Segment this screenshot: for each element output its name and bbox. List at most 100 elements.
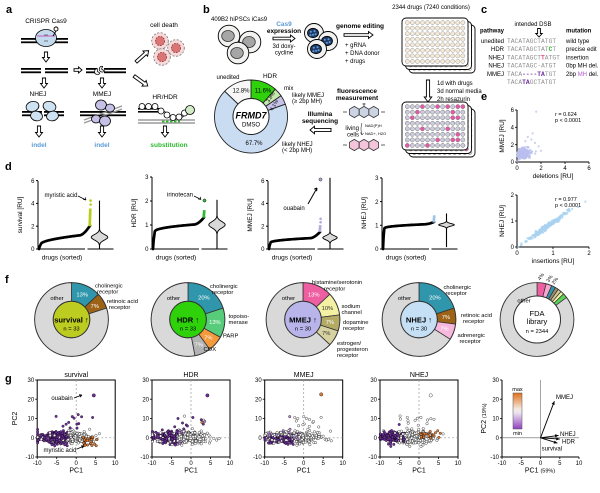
svg-text:0bp MH del.: 0bp MH del.	[566, 64, 599, 70]
svg-text:NHEJ: NHEJ	[488, 64, 504, 70]
svg-text:10: 10	[255, 417, 262, 423]
svg-text:COX: COX	[204, 347, 217, 353]
svg-text:receptor: receptor	[337, 353, 358, 359]
svg-text:likely MMEJ: likely MMEJ	[292, 93, 324, 99]
svg-text:estrogen/: estrogen/	[337, 341, 362, 347]
svg-text:0: 0	[374, 436, 378, 442]
svg-text:2: 2	[375, 200, 379, 206]
svg-text:20: 20	[28, 397, 35, 403]
svg-text:4.1%: 4.1%	[269, 99, 280, 112]
svg-text:5: 5	[322, 461, 326, 467]
svg-text:0: 0	[75, 461, 79, 467]
svg-text:precise edit: precise edit	[566, 47, 597, 53]
svg-text:7%: 7%	[326, 320, 334, 326]
svg-text:n = 33: n = 33	[180, 327, 196, 333]
svg-text:3d doxy-: 3d doxy-	[272, 44, 295, 50]
svg-text:-10: -10	[260, 461, 269, 467]
svg-text:library: library	[527, 317, 548, 326]
svg-text:20: 20	[492, 397, 499, 403]
svg-text:irinotecan: irinotecan	[167, 193, 193, 199]
svg-text:0: 0	[258, 436, 262, 442]
svg-text:2: 2	[31, 224, 35, 230]
svg-text:20%: 20%	[198, 296, 210, 302]
svg-text:sequencing: sequencing	[302, 118, 338, 125]
svg-text:0: 0	[511, 160, 515, 166]
svg-text:1: 1	[145, 223, 149, 229]
svg-text:5: 5	[209, 461, 213, 467]
svg-text:likely NHEJ: likely NHEJ	[282, 142, 313, 148]
svg-text:ouabain: ouabain	[283, 206, 304, 212]
svg-text:unedited: unedited	[481, 39, 504, 45]
svg-text:TACATAGCTATGT: TACATAGCTATGT	[507, 79, 556, 86]
svg-text:cholinergic: cholinergic	[210, 284, 238, 290]
svg-text:n = 2344: n = 2344	[526, 329, 550, 335]
svg-text:survival [RU]: survival [RU]	[17, 196, 24, 233]
svg-text:NHEJ: NHEJ	[560, 432, 576, 438]
svg-text:67.7%: 67.7%	[245, 141, 263, 147]
svg-text:7%: 7%	[91, 304, 99, 310]
svg-text:-5: -5	[519, 461, 525, 467]
svg-text:20%: 20%	[429, 296, 441, 302]
svg-text:measurement: measurement	[336, 95, 379, 102]
svg-text:5: 5	[94, 461, 98, 467]
svg-text:histamine/serotonin: histamine/serotonin	[312, 280, 362, 286]
svg-text:(≥ 2bp MH): (≥ 2bp MH)	[292, 99, 322, 105]
svg-text:min: min	[513, 431, 522, 437]
svg-text:receptor: receptor	[463, 319, 484, 325]
svg-text:13%: 13%	[308, 293, 320, 299]
svg-text:6: 6	[31, 179, 35, 185]
svg-text:-10: -10	[148, 461, 157, 467]
svg-text:HDR: HDR	[263, 73, 277, 80]
svg-text:30: 30	[28, 378, 35, 384]
svg-text:sodium: sodium	[342, 304, 361, 310]
svg-text:other: other	[517, 299, 530, 305]
svg-text:0: 0	[539, 461, 543, 467]
svg-text:HDR: HDR	[562, 440, 576, 446]
svg-text:cell death: cell death	[150, 22, 178, 29]
svg-text:survival: survival	[542, 447, 562, 453]
svg-text:3%: 3%	[545, 274, 554, 284]
svg-text:merase: merase	[229, 320, 248, 326]
svg-text:pathway: pathway	[480, 29, 505, 35]
svg-text:NAD+, H2O: NAD+, H2O	[365, 131, 386, 136]
svg-text:1: 1	[511, 219, 515, 225]
svg-text:30: 30	[370, 378, 377, 384]
svg-text:1: 1	[551, 251, 555, 257]
svg-text:b: b	[203, 4, 210, 16]
svg-text:PARP: PARP	[223, 334, 238, 340]
svg-text:receptor: receptor	[97, 290, 118, 296]
svg-text:receptor: receptor	[212, 290, 233, 296]
svg-text:HDR: HDR	[491, 47, 505, 53]
svg-text:+ gRNA: + gRNA	[345, 43, 366, 49]
svg-text:p < 0.0001: p < 0.0001	[555, 203, 581, 209]
svg-text:5: 5	[558, 461, 562, 467]
svg-text:adrenergic: adrenergic	[458, 333, 485, 339]
svg-text:wild type: wild type	[565, 39, 590, 45]
svg-text:6: 6	[261, 179, 265, 185]
svg-text:intended DSB: intended DSB	[514, 22, 551, 28]
svg-text:Cas9: Cas9	[276, 21, 292, 28]
svg-text:4: 4	[563, 166, 567, 172]
svg-text:10: 10	[370, 417, 377, 423]
svg-text:7%: 7%	[322, 331, 330, 337]
svg-text:expression: expression	[267, 28, 301, 35]
svg-text:a: a	[6, 4, 13, 16]
svg-text:NHEJ [RU]: NHEJ [RU]	[499, 205, 506, 237]
svg-text:0: 0	[496, 436, 500, 442]
svg-text:30: 30	[142, 378, 149, 384]
svg-text:Illumina: Illumina	[308, 111, 333, 118]
svg-text:1d with drugs: 1d with drugs	[437, 81, 473, 87]
svg-text:+ drugs: + drugs	[345, 59, 365, 65]
svg-text:DMSO: DMSO	[242, 123, 260, 129]
svg-text:cells: cells	[347, 133, 359, 139]
svg-text:r = 0.977: r = 0.977	[555, 197, 577, 203]
svg-text:7%: 7%	[440, 327, 448, 333]
svg-text:NHEJ: NHEJ	[488, 55, 504, 61]
svg-text:HDR: HDR	[183, 372, 198, 379]
svg-text:receptor: receptor	[324, 287, 345, 293]
svg-text:0: 0	[31, 247, 35, 253]
svg-text:2: 2	[587, 251, 591, 257]
svg-text:cycline: cycline	[275, 51, 294, 57]
svg-text:r = 0.624: r = 0.624	[555, 112, 577, 118]
svg-text:NHEJ ↑: NHEJ ↑	[406, 316, 432, 325]
